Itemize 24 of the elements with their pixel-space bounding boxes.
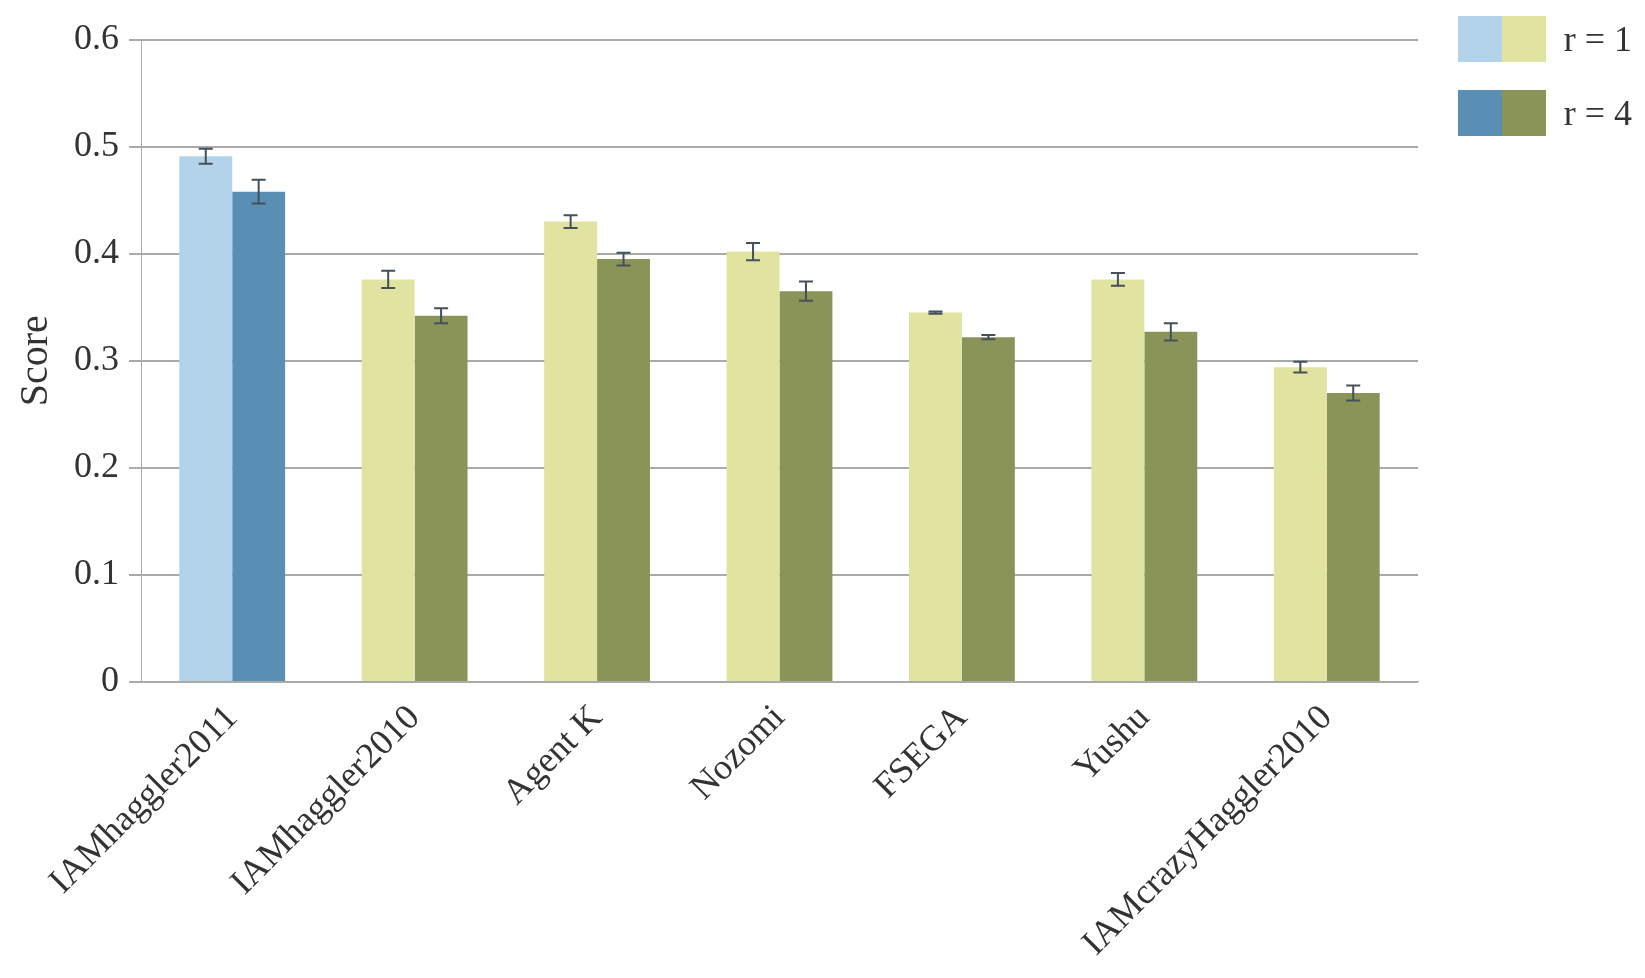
bar <box>961 337 1015 681</box>
y-tick-label: 0.3 <box>74 338 119 379</box>
bar <box>779 291 833 681</box>
y-tick-label: 0.4 <box>74 231 119 272</box>
bar <box>414 315 468 681</box>
y-tick-label: 0.2 <box>74 445 119 486</box>
y-axis-title: Score <box>10 315 56 407</box>
bar <box>1144 331 1198 681</box>
bar <box>1273 367 1327 681</box>
y-tick-label: 0.1 <box>74 552 119 593</box>
bar <box>726 251 780 681</box>
bar <box>361 279 415 681</box>
bar <box>179 156 233 681</box>
bar <box>1091 279 1145 681</box>
bar <box>232 191 286 681</box>
legend-label: r = 1 <box>1563 18 1632 60</box>
bar <box>544 221 598 681</box>
y-tick-label: 0 <box>101 659 119 700</box>
y-tick-label: 0.6 <box>74 17 119 58</box>
y-tick-label: 0.5 <box>74 124 119 165</box>
bar <box>597 259 650 681</box>
legend-label: r = 4 <box>1563 92 1632 134</box>
bar <box>909 312 962 681</box>
bar <box>1326 392 1380 681</box>
